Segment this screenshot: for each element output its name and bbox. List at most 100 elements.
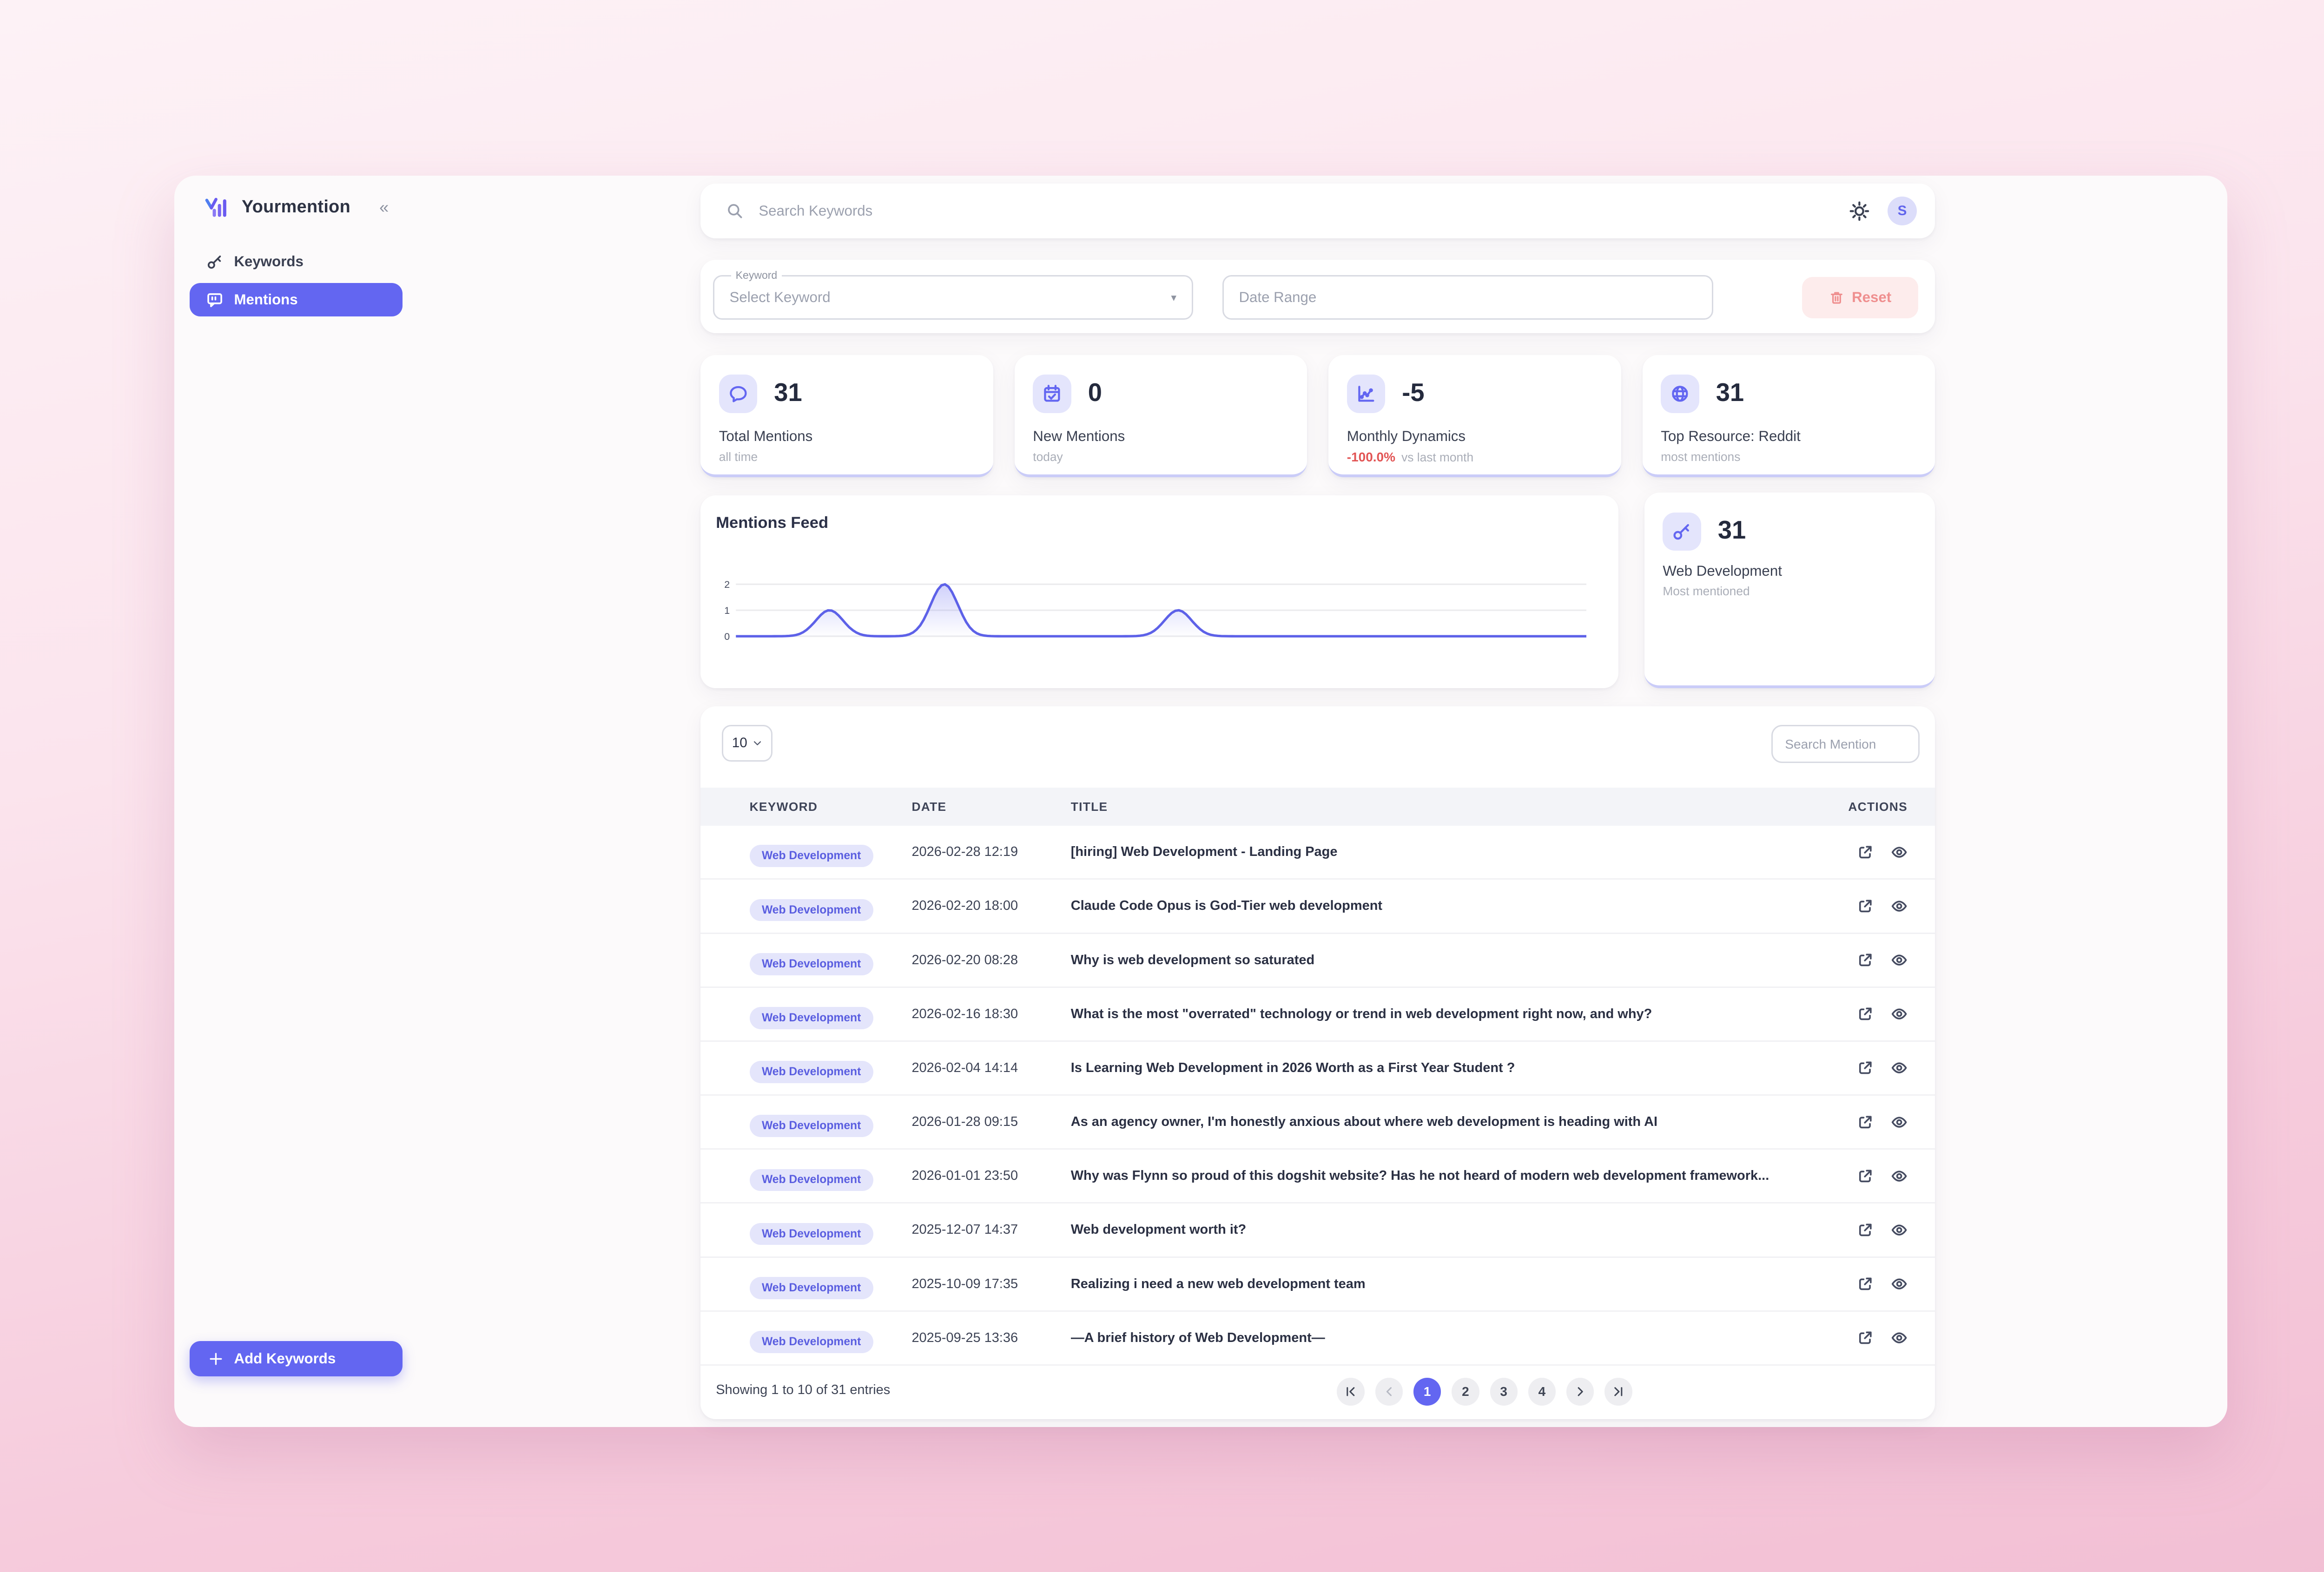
entries-summary: Showing 1 to 10 of 31 entries	[716, 1382, 891, 1398]
eye-icon[interactable]	[1891, 1114, 1908, 1131]
svg-text:0: 0	[724, 631, 730, 642]
pagination-first[interactable]	[1337, 1378, 1365, 1406]
mention-title: —A brief history of Web Development—	[1070, 1330, 1325, 1345]
chevron-down-icon: ▾	[1171, 291, 1177, 303]
column-actions: ACTIONS	[1848, 799, 1908, 814]
keyword-badge: Web Development	[749, 1061, 873, 1083]
stat-subtext: all time	[719, 449, 758, 464]
stat-subtext: most mentions	[1661, 449, 1741, 464]
table-row: Web Development 2025-10-09 17:35 Realizi…	[700, 1257, 1935, 1312]
svg-text:1: 1	[724, 605, 730, 616]
external-link-icon[interactable]	[1857, 1059, 1874, 1076]
eye-icon[interactable]	[1891, 1276, 1908, 1292]
keyword-badge: Web Development	[749, 1331, 873, 1353]
stat-delta: -100.0%	[1347, 449, 1395, 464]
mention-date: 2026-02-20 08:28	[911, 952, 1018, 967]
brand-name: Yourmention	[241, 197, 351, 217]
keyword-select[interactable]: Keyword Select Keyword ▾	[713, 269, 1194, 320]
search-keywords-input[interactable]	[755, 201, 1849, 221]
plus-icon	[208, 1351, 224, 1367]
pagination-page-1[interactable]: 1	[1413, 1378, 1441, 1406]
search-mention-input[interactable]	[1773, 726, 1919, 763]
pagination-prev[interactable]	[1375, 1378, 1403, 1406]
external-link-icon[interactable]	[1857, 1329, 1874, 1346]
table-row: Web Development 2025-09-25 13:36 —A brie…	[700, 1311, 1935, 1366]
external-link-icon[interactable]	[1857, 1276, 1874, 1292]
keyword-badge: Web Development	[749, 1006, 873, 1029]
external-link-icon[interactable]	[1857, 952, 1874, 968]
pagination-page-3[interactable]: 3	[1490, 1378, 1518, 1406]
eye-icon[interactable]	[1891, 1222, 1908, 1238]
external-link-icon[interactable]	[1857, 1168, 1874, 1184]
sidebar-item-keywords[interactable]: Keywords	[190, 245, 402, 278]
keyword-badge: Web Development	[749, 1223, 873, 1245]
pg-first-icon	[1344, 1385, 1358, 1399]
eye-icon[interactable]	[1891, 1006, 1908, 1022]
user-avatar[interactable]: S	[1888, 196, 1917, 226]
stat-value: -5	[1402, 378, 1425, 407]
column-keyword: KEYWORD	[749, 799, 818, 814]
mention-date: 2026-02-04 14:14	[911, 1060, 1018, 1075]
pagination-page-4[interactable]: 4	[1528, 1378, 1556, 1406]
pagination-page-2[interactable]: 2	[1452, 1378, 1479, 1406]
pagination-next[interactable]	[1566, 1378, 1594, 1406]
external-link-icon[interactable]	[1857, 1222, 1874, 1238]
speech-bubble-icon	[728, 384, 748, 404]
mention-title: Why is web development so saturated	[1070, 952, 1315, 967]
mention-date: 2025-09-25 13:36	[911, 1330, 1018, 1345]
stat-cards-row: 31 Total Mentions all time 0 New Mention…	[700, 355, 1935, 477]
eye-icon[interactable]	[1891, 1329, 1908, 1346]
mention-title: [hiring] Web Development - Landing Page	[1070, 844, 1338, 860]
pagination: 1 2 3	[1337, 1378, 1632, 1406]
column-title: TITLE	[1070, 799, 1108, 814]
search-icon	[726, 203, 743, 219]
top-search-bar: S	[700, 183, 1935, 239]
mention-title: Why was Flynn so proud of this dogshit w…	[1070, 1168, 1769, 1184]
external-link-icon[interactable]	[1857, 1114, 1874, 1131]
stat-subtext: -100.0% vs last month	[1347, 449, 1474, 464]
key-icon	[206, 253, 223, 270]
mentions-feed-card: Mentions Feed 0 1 2	[700, 495, 1618, 688]
yourmention-logo-icon	[205, 196, 231, 218]
external-link-icon[interactable]	[1857, 1006, 1874, 1022]
mention-date: 2025-12-07 14:37	[911, 1222, 1018, 1237]
eye-icon[interactable]	[1891, 844, 1908, 861]
trash-icon	[1829, 290, 1844, 305]
external-link-icon[interactable]	[1857, 898, 1874, 914]
eye-icon[interactable]	[1891, 1059, 1908, 1076]
mention-title: What is the most "overrated" technology …	[1070, 1006, 1652, 1021]
table-body: Web Development 2026-02-28 12:19 [hiring…	[700, 826, 1935, 1366]
reset-button[interactable]: Reset	[1802, 276, 1919, 318]
sidebar-nav: Keywords Mentions	[190, 245, 403, 322]
stat-card: 31 Total Mentions all time	[700, 355, 993, 477]
date-range-input[interactable]	[1223, 276, 1712, 318]
sidebar-collapse-button[interactable]: «	[379, 197, 389, 217]
line-chart-icon	[1356, 384, 1376, 404]
eye-icon[interactable]	[1891, 1168, 1908, 1184]
mention-title: Web development worth it?	[1070, 1222, 1247, 1237]
theme-toggle-sun-icon[interactable]	[1849, 201, 1869, 221]
pagination-last[interactable]	[1604, 1378, 1632, 1406]
mention-date: 2026-01-01 23:50	[911, 1168, 1018, 1184]
keyword-badge: Web Development	[749, 899, 873, 921]
keyword-card-label: Web Development	[1663, 563, 1782, 579]
eye-icon[interactable]	[1891, 898, 1908, 914]
stat-label: Monthly Dynamics	[1347, 428, 1466, 445]
external-link-icon[interactable]	[1857, 844, 1874, 861]
mention-date: 2026-02-28 12:19	[911, 844, 1018, 860]
add-keywords-button[interactable]: Add Keywords	[190, 1341, 403, 1376]
table-row: Web Development 2026-02-16 18:30 What is…	[700, 987, 1935, 1042]
table-header: KEYWORD DATE TITLE ACTIONS	[700, 787, 1935, 826]
sidebar-item-mentions[interactable]: Mentions	[190, 283, 403, 317]
table-row: Web Development 2025-12-07 14:37 Web dev…	[700, 1204, 1935, 1258]
table-row: Web Development 2026-02-28 12:19 [hiring…	[700, 826, 1935, 880]
calendar-icon	[1042, 384, 1062, 404]
mention-search-field	[1771, 724, 1920, 763]
sidebar: Yourmention « Keywords Mentions Add Keyw…	[174, 176, 633, 1427]
page-size-select[interactable]: 10	[722, 724, 772, 762]
table-row: Web Development 2026-02-04 14:14 Is Lear…	[700, 1041, 1935, 1096]
sidebar-item-label: Mentions	[234, 291, 298, 308]
eye-icon[interactable]	[1891, 952, 1908, 968]
filter-bar: Keyword Select Keyword ▾ Reset	[700, 260, 1935, 334]
